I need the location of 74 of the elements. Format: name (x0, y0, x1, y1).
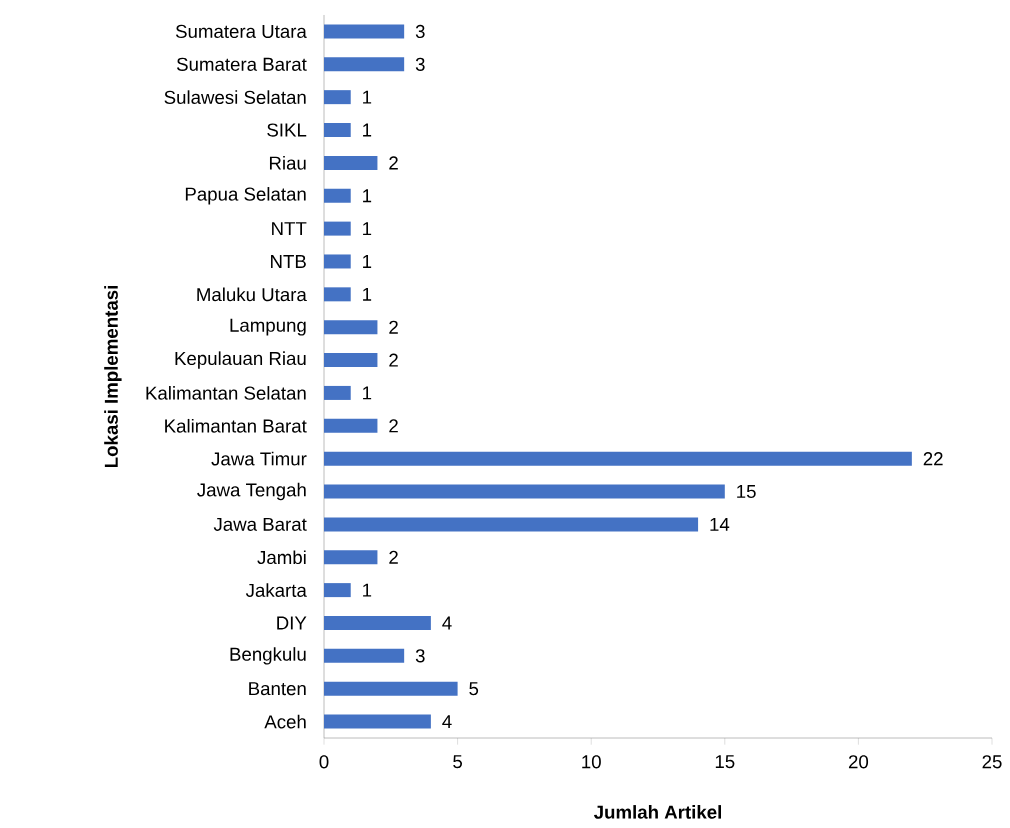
y-tick-label: Bengkulu (230, 647, 306, 665)
bar (324, 90, 351, 105)
y-tick-label: Maluku Utara (197, 287, 307, 302)
y-tick-label: Riau (269, 156, 306, 170)
data-label: 3 (415, 649, 425, 663)
data-label: 1 (363, 90, 372, 104)
y-tick-label: Jakarta (245, 583, 307, 597)
data-label: 3 (415, 57, 425, 71)
y-tick-label: Jawa Timur (211, 451, 307, 466)
data-label: 2 (389, 353, 398, 367)
bar (324, 550, 378, 565)
bar (324, 583, 351, 598)
data-label: 4 (442, 616, 452, 630)
bar (324, 451, 912, 466)
x-tick-label: 25 (982, 755, 1002, 769)
y-tick-label: Jawa Tengah (197, 482, 306, 501)
y-tick-label: Lampung (230, 318, 306, 336)
data-label: 1 (363, 255, 372, 268)
y-tick-label: Kepulauan Riau (175, 351, 306, 369)
bar (324, 57, 405, 72)
bar (324, 123, 351, 138)
data-label: 1 (363, 287, 372, 301)
bar (324, 188, 351, 203)
bar (324, 221, 351, 236)
bar (324, 353, 378, 368)
y-tick-label: Sumatera Utara (175, 24, 307, 39)
y-tick-label: DIY (277, 616, 307, 630)
x-tick-label: 10 (582, 755, 601, 769)
bar (324, 254, 351, 269)
y-axis-title: Lokasi Implementasi (104, 286, 122, 468)
data-label: 2 (389, 419, 398, 433)
bar (324, 517, 699, 532)
bar (324, 155, 378, 170)
x-axis-title: Jumlah Artikel (593, 805, 721, 819)
y-tick-label: NTB (271, 255, 306, 268)
y-tick-label: Jambi (257, 550, 306, 565)
bar (324, 714, 431, 729)
data-label: 22 (923, 452, 943, 466)
data-label: 4 (442, 715, 452, 728)
y-tick-label: Jawa Barat (213, 517, 307, 531)
bar (324, 287, 351, 302)
data-label: 2 (389, 550, 398, 564)
bar (324, 681, 458, 696)
data-label: 1 (363, 123, 372, 137)
y-tick-label: Papua Selatan (185, 187, 306, 205)
bar (324, 24, 405, 39)
y-tick-label: Sulawesi Selatan (164, 90, 306, 105)
bar (324, 484, 725, 499)
y-tick-label: Kalimantan Barat (165, 418, 307, 433)
y-tick-label: Sumatera Barat (176, 57, 307, 71)
data-label: 5 (469, 682, 479, 696)
data-label: 1 (363, 189, 372, 203)
x-tick-label: 15 (715, 755, 735, 769)
y-tick-label: Kalimantan Selatan (146, 386, 306, 400)
y-tick-label: Aceh (264, 714, 306, 729)
bar (324, 385, 351, 400)
bar (324, 615, 431, 630)
data-label: 2 (389, 320, 398, 334)
x-tick-label: 5 (453, 755, 463, 769)
y-tick-label: NTT (272, 222, 307, 236)
x-tick-label: 0 (319, 755, 329, 769)
data-label: 14 (710, 517, 730, 531)
data-label: 2 (389, 156, 398, 170)
bar (324, 648, 405, 663)
data-label: 1 (363, 583, 372, 597)
data-label: 1 (363, 386, 372, 400)
data-label: 15 (737, 485, 756, 499)
x-tick-label: 20 (848, 755, 869, 769)
bar (324, 320, 378, 335)
y-tick-label: Banten (249, 682, 306, 696)
data-label: 1 (363, 222, 372, 236)
data-label: 3 (415, 24, 425, 39)
y-tick-label: SIKL (267, 123, 307, 137)
bar (324, 418, 378, 433)
